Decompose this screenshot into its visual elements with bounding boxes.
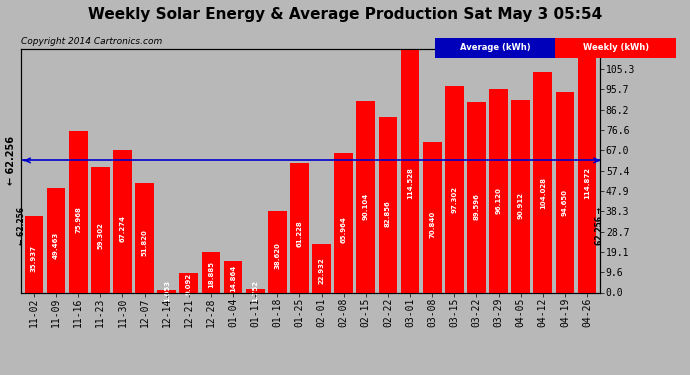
Bar	[555, 38, 676, 58]
Text: 89.596: 89.596	[473, 194, 480, 220]
Text: Weekly Solar Energy & Average Production Sat May 3 05:54: Weekly Solar Energy & Average Production…	[88, 8, 602, 22]
Text: 114.872: 114.872	[584, 167, 590, 199]
Bar	[435, 38, 555, 58]
Bar	[533, 72, 552, 292]
Text: 18.885: 18.885	[208, 261, 214, 288]
Text: 67.274: 67.274	[119, 215, 126, 242]
Text: 61.228: 61.228	[297, 220, 302, 248]
Text: 75.968: 75.968	[75, 207, 81, 233]
Text: Average (kWh): Average (kWh)	[460, 44, 531, 52]
Text: 96.120: 96.120	[495, 187, 502, 214]
Bar	[489, 88, 508, 292]
Bar	[445, 86, 464, 292]
Text: 14.864: 14.864	[230, 265, 236, 292]
Bar	[312, 244, 331, 292]
Bar	[25, 216, 43, 292]
Text: ← 62.256: ← 62.256	[6, 136, 17, 185]
Bar	[290, 163, 309, 292]
Text: 49.463: 49.463	[53, 232, 59, 259]
Text: 62.256 →: 62.256 →	[595, 207, 604, 246]
Bar	[113, 150, 132, 292]
Text: Copyright 2014 Cartronics.com: Copyright 2014 Cartronics.com	[21, 38, 162, 46]
Bar	[268, 211, 287, 292]
Text: 1.752: 1.752	[252, 280, 258, 302]
Text: 9.092: 9.092	[186, 273, 192, 295]
Text: 51.820: 51.820	[141, 230, 148, 256]
Text: 114.528: 114.528	[407, 167, 413, 199]
Bar	[423, 142, 442, 292]
Bar	[224, 261, 242, 292]
Text: 82.856: 82.856	[385, 200, 391, 227]
Bar	[334, 153, 353, 292]
Bar	[467, 102, 486, 292]
Text: 35.937: 35.937	[31, 245, 37, 272]
Text: 90.912: 90.912	[518, 192, 524, 219]
Text: 65.964: 65.964	[341, 216, 346, 243]
Bar	[379, 117, 397, 292]
Text: 59.302: 59.302	[97, 222, 104, 249]
Bar	[246, 289, 264, 292]
Text: 1.053: 1.053	[164, 280, 170, 303]
Text: ← 62.256: ← 62.256	[17, 207, 26, 246]
Bar	[157, 290, 176, 292]
Bar	[69, 131, 88, 292]
Bar	[179, 273, 198, 292]
Bar	[91, 167, 110, 292]
Bar	[135, 183, 154, 292]
Text: Weekly (kWh): Weekly (kWh)	[583, 44, 649, 52]
Text: 70.840: 70.840	[429, 211, 435, 238]
Bar	[357, 101, 375, 292]
Text: 104.028: 104.028	[540, 177, 546, 209]
Text: 22.932: 22.932	[319, 257, 324, 284]
Bar	[578, 49, 596, 292]
Bar	[511, 100, 530, 292]
Bar	[401, 50, 420, 292]
Bar	[555, 92, 574, 292]
Text: 94.650: 94.650	[562, 189, 568, 216]
Text: 90.104: 90.104	[363, 193, 369, 220]
Bar	[47, 188, 66, 292]
Text: 38.620: 38.620	[275, 242, 280, 269]
Bar	[201, 252, 220, 292]
Text: 97.302: 97.302	[451, 186, 457, 213]
